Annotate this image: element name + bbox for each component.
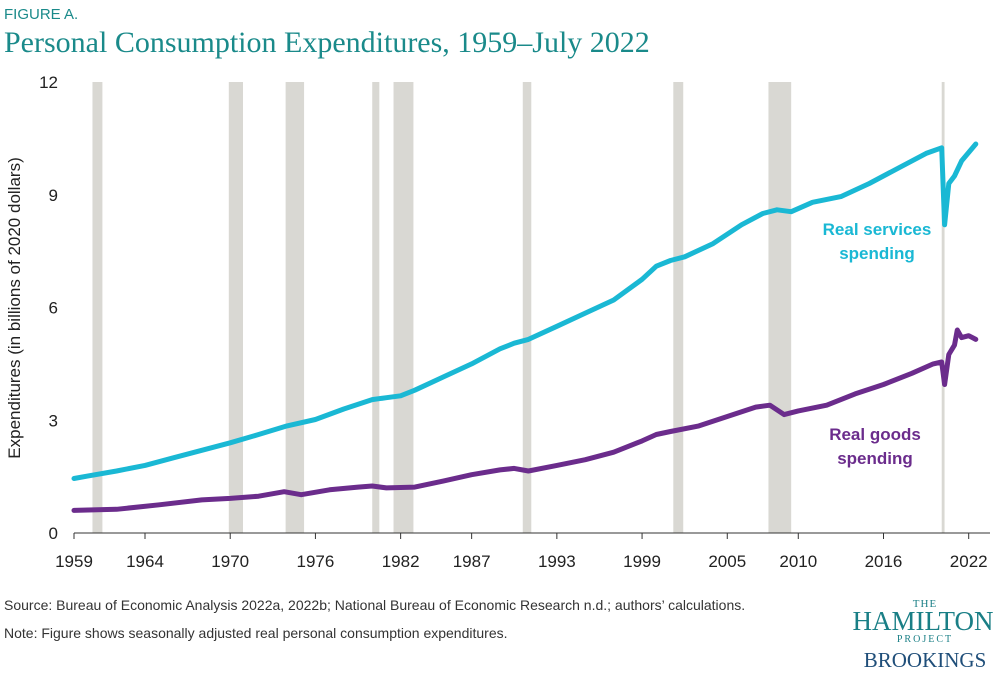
recession-band <box>393 82 414 533</box>
recession-band <box>522 82 532 533</box>
source: Source: Bureau of Economic Analysis 2022… <box>4 597 746 613</box>
y-tick-label: 12 <box>39 73 58 92</box>
series-label: Real services spending <box>822 220 932 263</box>
series-line <box>71 327 979 513</box>
y-tick-label: 6 <box>49 299 58 318</box>
y-tick-label: 0 <box>49 524 58 543</box>
x-tick-label: 1970 <box>211 552 249 571</box>
series-line <box>71 141 979 481</box>
recession-band <box>768 82 792 533</box>
x-tick-label: 1982 <box>382 552 420 571</box>
x-tick-label: 2010 <box>779 552 817 571</box>
x-tick-label: 2016 <box>865 552 903 571</box>
chart-title: Personal Consumption Expenditures, 1959–… <box>4 26 650 59</box>
logo-sub: PROJECT <box>896 634 954 645</box>
x-tick-label: 1987 <box>453 552 491 571</box>
y-tick-label: 9 <box>49 186 58 205</box>
note: Note: Figure shows seasonally adjusted r… <box>4 625 508 641</box>
recession-band <box>285 82 305 533</box>
figure-label: FIGURE A. <box>4 6 78 23</box>
recession-band <box>673 82 684 533</box>
x-tick-label: 1976 <box>297 552 335 571</box>
y-axis-label: Expenditures (in billions of 2020 dollar… <box>5 157 24 458</box>
recession-band <box>941 82 945 533</box>
x-tick-label: 1999 <box>623 552 661 571</box>
logo-top: THE <box>912 598 938 610</box>
recession-band <box>92 82 103 533</box>
x-tick-label: 1959 <box>55 552 93 571</box>
x-tick-label: 1993 <box>538 552 576 571</box>
x-tick-label: 2005 <box>708 552 746 571</box>
recession-band <box>372 82 380 533</box>
series-label: Real goods spending <box>829 425 921 468</box>
y-tick-label: 3 <box>49 411 58 430</box>
recession-band <box>228 82 243 533</box>
logo-org: BROOKINGS <box>863 648 987 672</box>
x-tick-label: 1964 <box>126 552 164 571</box>
x-tick-label: 2022 <box>950 552 988 571</box>
logo-main: HAMILTON <box>852 606 994 636</box>
